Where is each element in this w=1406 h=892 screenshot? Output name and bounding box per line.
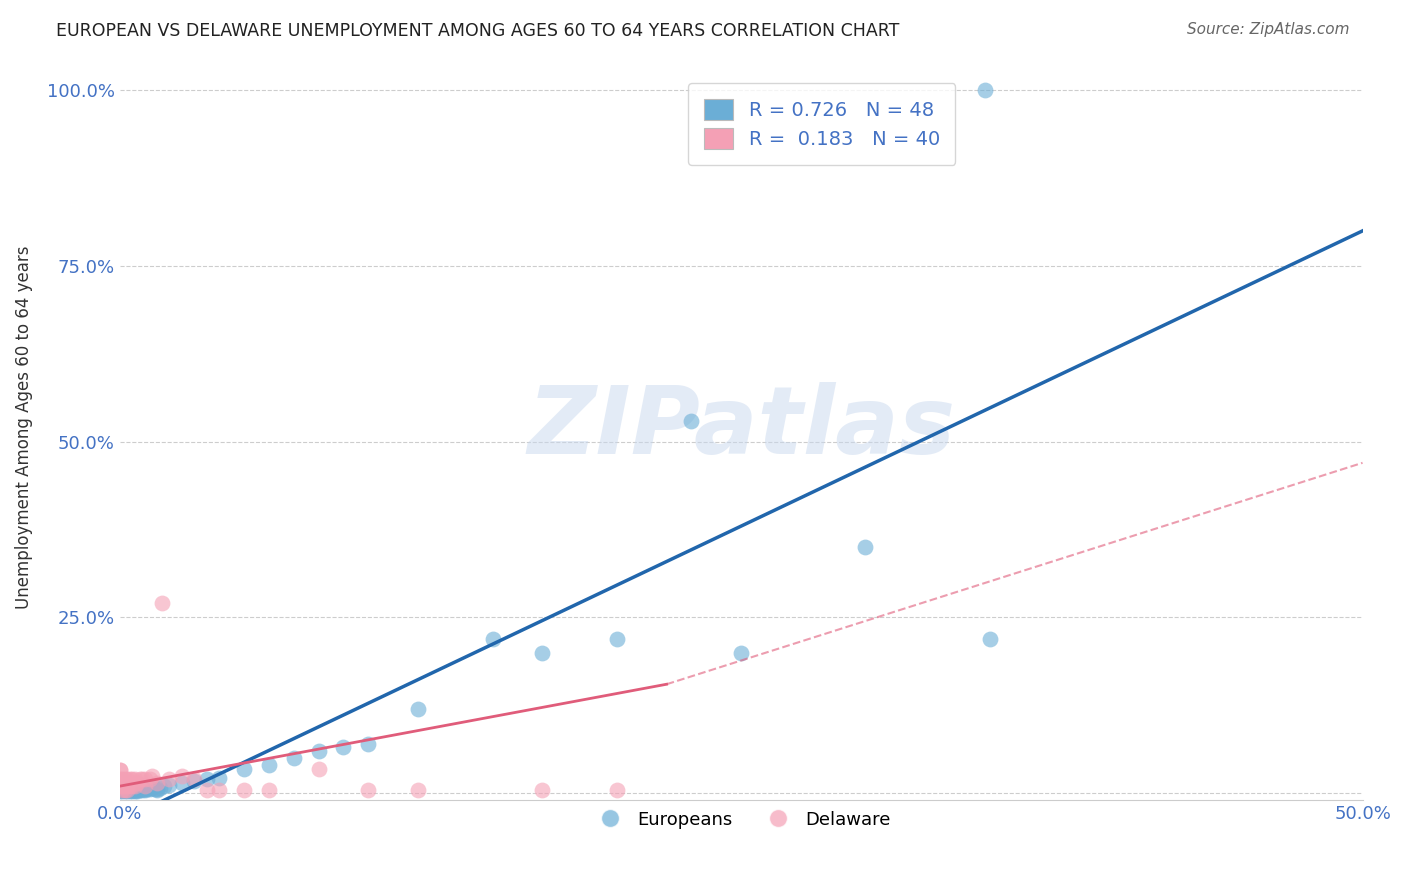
Point [128,782,150,797]
Point [115,782,138,797]
Point [233,762,256,776]
Point [730,646,752,660]
Point [115,772,138,786]
Point [128,772,150,786]
Point [357,782,380,797]
Point [170,769,193,783]
Point [114,782,136,797]
Y-axis label: Unemployment Among Ages 60 to 64 years: Unemployment Among Ages 60 to 64 years [15,246,32,609]
Point [332,740,354,755]
Point [141,769,163,783]
Point [111,782,134,797]
Point [183,772,205,786]
Point [146,783,169,797]
Point [114,782,136,797]
Point [115,784,138,798]
Point [146,775,169,789]
Point [257,782,280,797]
Point [257,758,280,772]
Point [141,780,163,795]
Text: EUROPEAN VS DELAWARE UNEMPLOYMENT AMONG AGES 60 TO 64 YEARS CORRELATION CHART: EUROPEAN VS DELAWARE UNEMPLOYMENT AMONG … [56,22,900,40]
Point [114,772,136,786]
Point [681,414,703,428]
Point [183,773,205,788]
Point [195,782,218,797]
Point [118,784,141,798]
Point [208,771,231,785]
Point [143,781,166,796]
Point [127,784,149,798]
Point [115,779,138,793]
Point [134,783,156,797]
Text: Source: ZipAtlas.com: Source: ZipAtlas.com [1187,22,1350,37]
Point [531,646,554,660]
Point [406,702,429,716]
Point [127,775,149,789]
Point [134,781,156,796]
Point [121,772,143,786]
Point [111,784,134,798]
Point [308,762,330,776]
Point [153,779,176,793]
Point [148,780,170,795]
Point [146,781,169,796]
Point [136,781,159,796]
Point [111,779,134,793]
Legend: Europeans, Delaware: Europeans, Delaware [585,804,897,836]
Point [108,779,131,793]
Point [111,782,134,797]
Point [124,784,146,798]
Point [124,772,146,786]
Point [124,782,146,797]
Point [127,782,149,797]
Point [606,782,628,797]
Point [121,782,143,797]
Point [138,781,160,796]
Point [114,784,136,798]
Point [308,744,330,758]
Point [357,737,380,751]
Point [138,772,160,786]
Point [108,763,131,777]
Point [531,782,554,797]
Point [150,596,173,610]
Point [283,751,305,765]
Point [108,784,131,798]
Point [170,775,193,789]
Point [233,782,256,797]
Point [108,782,131,797]
Point [131,772,153,786]
Point [159,778,181,792]
Point [118,782,141,797]
Point [159,772,181,786]
Point [134,772,156,786]
Point [406,782,429,797]
Point [121,784,143,798]
Point [108,772,131,786]
Point [121,779,143,793]
Point [134,779,156,793]
Point [115,782,138,797]
Point [973,83,995,97]
Point [108,763,131,777]
Point [118,772,141,786]
Point [208,782,231,797]
Point [118,779,141,793]
Point [979,632,1001,646]
Text: ZIPatlas: ZIPatlas [527,382,955,474]
Point [481,632,503,646]
Point [111,772,134,786]
Point [131,782,153,797]
Point [114,779,136,793]
Point [195,772,218,786]
Point [124,779,146,793]
Point [855,540,877,554]
Point [606,632,628,646]
